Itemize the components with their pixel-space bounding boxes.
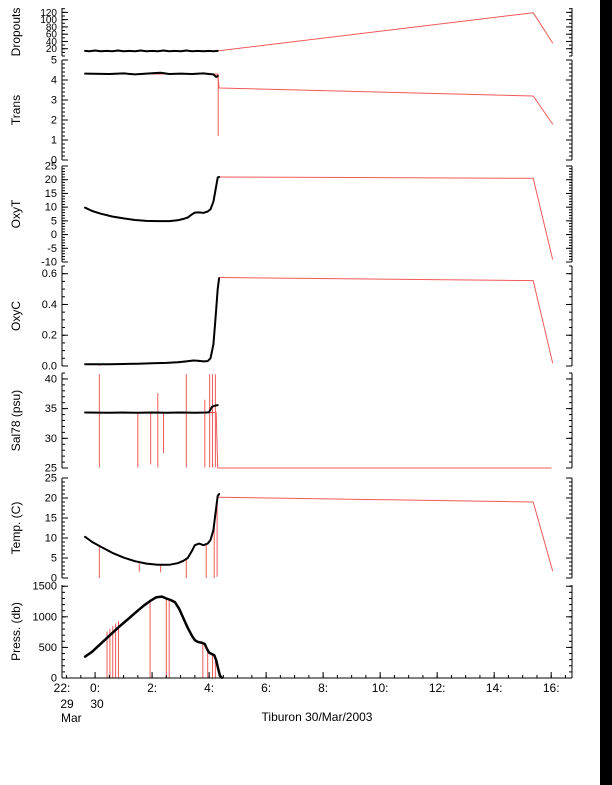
trans-ytick-label: 4 xyxy=(51,75,57,87)
plot-title: Tiburon 30/Mar/2003 xyxy=(261,710,373,724)
oxyt-ytick-label: 15 xyxy=(45,188,57,200)
x-tick-label: 2: xyxy=(147,681,157,695)
oxyt-axis-title: OxyT xyxy=(9,199,23,228)
day-label-29: 29 xyxy=(60,697,74,711)
temp-ytick-label: 20 xyxy=(45,493,57,505)
dropouts-ytick-label: 40 xyxy=(46,37,58,48)
dropouts-ytick-label: 100 xyxy=(40,15,57,26)
series-sal78-raw xyxy=(134,412,552,469)
panel-sal78: 25 30 35 40 Sal78 (psu) xyxy=(9,372,573,475)
x-tick-label: 14: xyxy=(486,681,503,695)
series-trans-raw xyxy=(84,73,554,125)
panel-press: 0 500 1000 1500 Press. (db) xyxy=(9,581,573,685)
series-dropouts-data xyxy=(84,49,219,53)
series-oxyt-data xyxy=(84,176,221,223)
oxyt-ytick-label: 5 xyxy=(51,215,57,227)
series-temp-data xyxy=(84,493,221,566)
x-tick-label: 8: xyxy=(318,681,328,695)
dropouts-axis-title: Dropouts xyxy=(9,8,23,57)
dropouts-ytick-label: 80 xyxy=(46,22,58,33)
sal78-ytick-label: 40 xyxy=(45,373,57,385)
press-ytick-label: 1500 xyxy=(33,581,57,593)
press-axis-title: Press. (db) xyxy=(9,602,23,661)
temp-ytick-label: 15 xyxy=(45,513,57,525)
panel-trans: 0 1 2 3 4 5 Trans xyxy=(9,55,573,167)
trans-ytick-label: 3 xyxy=(51,95,57,107)
series-press-data xyxy=(83,595,224,679)
oxyt-ytick-label: 10 xyxy=(45,202,57,214)
sal78-ytick-label: 35 xyxy=(45,403,57,415)
series-dropouts-raw xyxy=(84,12,554,52)
x-tick-label: 0: xyxy=(90,681,100,695)
oxyc-axis-title: OxyC xyxy=(9,301,23,331)
oxyc-ytick-label: 0.6 xyxy=(42,268,57,280)
temp-ytick-label: 5 xyxy=(51,553,57,565)
trans-ytick-label: 1 xyxy=(51,135,57,147)
x-tick-label: 6: xyxy=(261,681,271,695)
temp-ytick-label: 25 xyxy=(45,473,57,485)
panel-temp: 0 5 10 15 20 25 Temp. (C) xyxy=(9,473,573,585)
series-temp-raw xyxy=(218,496,554,572)
x-tick-label: 4: xyxy=(204,681,214,695)
trans-axis-title: Trans xyxy=(9,95,23,125)
x-tick-label: 22: xyxy=(54,681,71,695)
press-ytick-label: 1000 xyxy=(33,611,57,623)
trans-ytick-label: 5 xyxy=(51,55,57,67)
press-ytick-label: 0 xyxy=(51,673,57,685)
series-trans-data xyxy=(84,71,219,78)
trans-ytick-label: 0 xyxy=(51,155,57,167)
oxyt-ytick-label: -5 xyxy=(47,243,57,255)
x-axis: 22: 0: 2: 4: 6: 8: 10: 12: 14: 16: xyxy=(54,672,572,695)
series-sal78-data xyxy=(84,404,219,414)
series-oxyt-raw xyxy=(218,176,554,260)
x-tick-label: 12: xyxy=(429,681,446,695)
series-oxyc-raw xyxy=(218,277,554,364)
sal78-ytick-label: 30 xyxy=(45,433,57,445)
dropouts-ytick-label: 20 xyxy=(46,44,58,55)
oxyt-ytick-label: 0 xyxy=(51,229,57,241)
temp-ytick-label: 0 xyxy=(51,573,57,585)
x-tick-label: 16: xyxy=(543,681,560,695)
oxyt-ytick-label: 20 xyxy=(45,174,57,186)
oxyt-ytick-label: 25 xyxy=(45,161,57,173)
sal78-ytick-label: 25 xyxy=(45,463,57,475)
right-black-band xyxy=(600,0,612,785)
month-label: Mar xyxy=(61,711,82,725)
trans-ytick-label: 2 xyxy=(51,115,57,127)
temp-ytick-label: 10 xyxy=(45,533,57,545)
oxyt-ytick-label: -10 xyxy=(41,257,57,269)
sal78-axis-title: Sal78 (psu) xyxy=(9,390,23,451)
temp-axis-title: Temp. (C) xyxy=(9,502,23,555)
x-tick-label: 10: xyxy=(372,681,389,695)
oxyc-ytick-label: 0.4 xyxy=(42,299,57,311)
dropouts-ytick-label: 60 xyxy=(46,30,58,41)
oxyc-ytick-label: 0.0 xyxy=(42,361,57,373)
panel-oxyc: 0.0 0.2 0.4 0.6 OxyC xyxy=(9,265,573,373)
day-label-30: 30 xyxy=(90,697,104,711)
oxyc-ytick-label: 0.2 xyxy=(42,330,57,342)
press-ytick-label: 500 xyxy=(39,642,57,654)
series-oxyc-data xyxy=(84,277,221,366)
dropouts-ytick-label: 120 xyxy=(40,8,57,19)
